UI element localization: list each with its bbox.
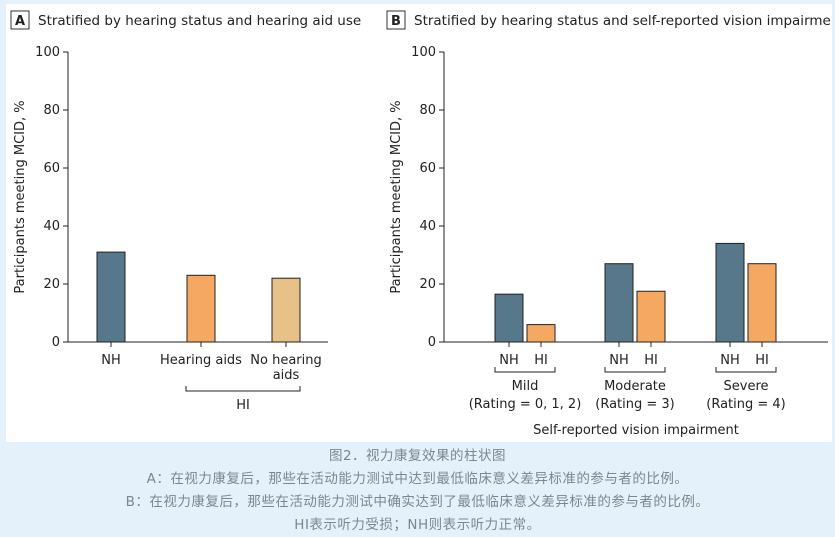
chart-canvas: A Stratified by hearing status and hearin…: [10, 10, 832, 438]
series-label: HI: [755, 353, 769, 368]
panel-title: Stratified by hearing status and self-re…: [414, 13, 832, 29]
hi-group-label: HI: [236, 398, 250, 413]
group-label: Moderate: [604, 379, 666, 394]
y-tick-label: 80: [419, 103, 436, 118]
figure-caption-legend: HI表示听力受损；NH则表示听力正常。: [294, 517, 541, 533]
x-axis-label: Self-reported vision impairment: [533, 423, 739, 438]
series-label: HI: [534, 353, 548, 368]
category-label: NH: [101, 353, 121, 368]
series-label: NH: [720, 353, 740, 368]
group-bracket: [715, 367, 777, 373]
group-rating-label: (Rating = 3): [595, 397, 675, 412]
y-tick-label: 20: [419, 277, 436, 292]
bar: [715, 242, 745, 343]
bar: [747, 263, 777, 343]
group-rating-label: (Rating = 4): [706, 397, 786, 412]
series-label: NH: [499, 353, 519, 368]
y-tick-label: 20: [43, 277, 60, 292]
bar: [271, 277, 301, 343]
group-bracket: [494, 367, 556, 373]
hi-group-bracket: [185, 386, 301, 392]
y-axis-label: Participants meeting MCID, %: [13, 100, 28, 293]
y-tick-label: 100: [35, 45, 60, 60]
category-label: No hearing: [250, 353, 321, 368]
series-label: NH: [609, 353, 629, 368]
bar: [96, 251, 126, 343]
y-tick-label: 0: [428, 335, 436, 350]
y-tick-label: 40: [419, 219, 436, 234]
panel-letter: A: [15, 14, 25, 29]
group-rating-label: (Rating = 0, 1, 2): [469, 397, 582, 412]
group-label: Severe: [724, 379, 769, 394]
y-tick-label: 100: [411, 45, 436, 60]
panel-letter-box-b: [386, 10, 406, 30]
figure: A Stratified by hearing status and hearin…: [6, 4, 832, 442]
group-label: Mild: [512, 379, 539, 394]
figure-caption-a: A：在视力康复后，那些在活动能力测试中达到最低临床意义差异标准的参与者的比例。: [146, 471, 689, 487]
bar: [636, 290, 666, 343]
bar: [186, 274, 216, 343]
bar: [494, 293, 524, 343]
y-tick-label: 80: [43, 103, 60, 118]
bar: [526, 324, 556, 343]
panel-title: Stratified by hearing status and hearing…: [38, 13, 361, 29]
group-bracket: [604, 367, 666, 373]
figure-caption-b: B：在视力康复后，那些在活动能力测试中确实达到了最低临床意义差异标准的参与者的比…: [125, 494, 710, 510]
figure-caption-title: 图2．视力康复效果的柱状图: [328, 448, 507, 464]
panel-letter-box-a: [10, 10, 30, 30]
y-tick-label: 60: [419, 161, 436, 176]
bar: [604, 263, 634, 343]
category-label: Hearing aids: [160, 353, 242, 368]
y-tick-label: 40: [43, 219, 60, 234]
category-label: aids: [273, 368, 300, 383]
y-axis-label: Participants meeting MCID, %: [389, 100, 404, 293]
series-label: HI: [644, 353, 658, 368]
y-tick-label: 60: [43, 161, 60, 176]
y-tick-label: 0: [52, 335, 60, 350]
panel-letter: B: [391, 14, 401, 29]
